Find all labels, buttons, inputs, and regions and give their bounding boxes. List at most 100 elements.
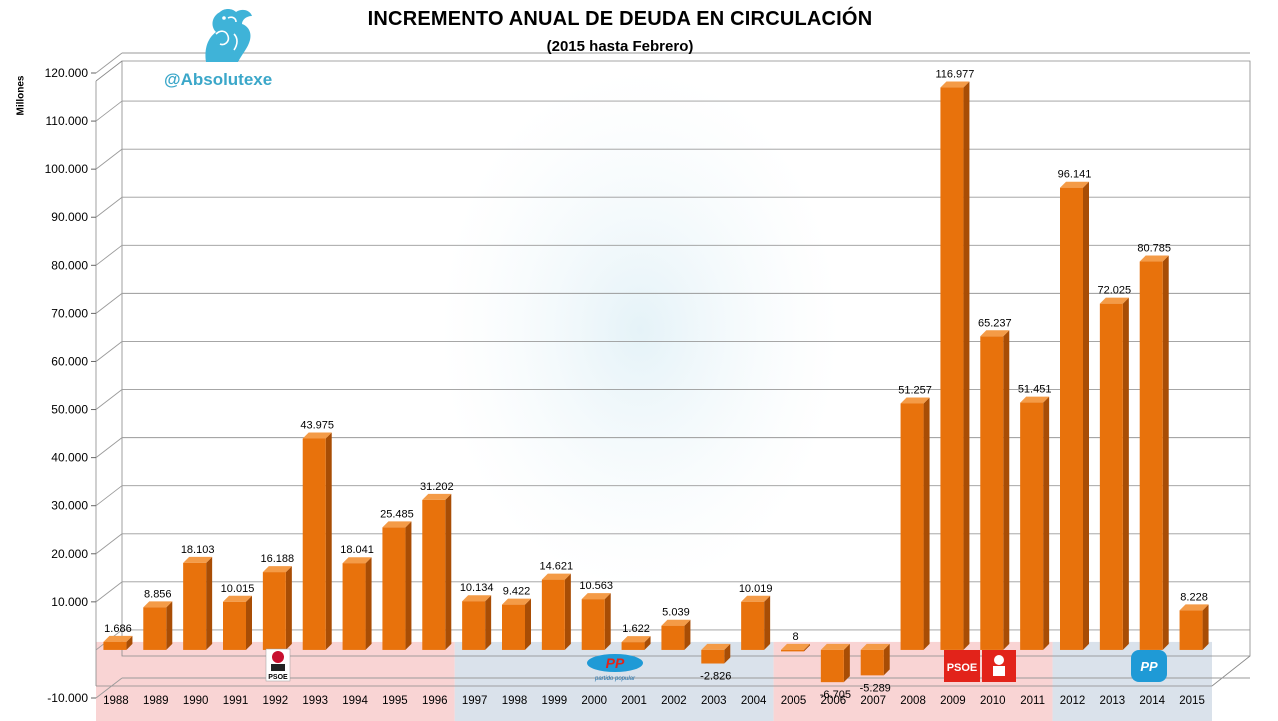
bar-side bbox=[285, 566, 292, 650]
bar-top bbox=[1099, 297, 1129, 304]
bar-front bbox=[741, 601, 765, 650]
left-wall-top-edge bbox=[95, 60, 123, 82]
bar-side bbox=[724, 643, 731, 664]
bar-1988 bbox=[103, 635, 133, 650]
pp-badge-icon: PP bbox=[1131, 650, 1167, 682]
bar-2002 bbox=[661, 619, 691, 650]
value-label-1998: 9.422 bbox=[503, 586, 531, 598]
x-tick-label-2011: 2011 bbox=[1020, 695, 1045, 707]
chart-subtitle: (2015 hasta Febrero) bbox=[546, 38, 694, 55]
bar-top bbox=[502, 598, 531, 605]
x-tick-label-2013: 2013 bbox=[1100, 695, 1126, 707]
value-label-1996: 31.202 bbox=[420, 481, 454, 493]
gridline-side bbox=[95, 100, 123, 122]
bar-top bbox=[342, 557, 372, 564]
gridline-side bbox=[95, 677, 123, 699]
bar-top bbox=[103, 635, 133, 642]
bar-top bbox=[1020, 396, 1050, 403]
value-label-1991: 10.015 bbox=[221, 583, 255, 595]
x-tick-label-2004: 2004 bbox=[741, 695, 767, 707]
bar-top bbox=[422, 493, 452, 500]
bar-top bbox=[462, 595, 492, 602]
bar-top bbox=[621, 636, 651, 643]
bar-top bbox=[661, 619, 691, 626]
bar-side bbox=[365, 557, 372, 650]
gridline-side bbox=[95, 148, 123, 170]
psoe-logo-icon: PSOE bbox=[944, 650, 1016, 682]
bar-top bbox=[781, 643, 810, 650]
bar-side bbox=[764, 595, 771, 650]
gridline-side bbox=[95, 244, 123, 266]
bar-1991 bbox=[223, 595, 252, 650]
bar-2007 bbox=[860, 643, 890, 676]
x-tick-label-1990: 1990 bbox=[183, 695, 209, 707]
bar-side bbox=[604, 593, 611, 650]
y-tick-label: 110.000 bbox=[46, 114, 89, 128]
gridline-side bbox=[95, 437, 123, 458]
x-tick-label-1998: 1998 bbox=[502, 695, 528, 707]
value-label-2014: 80.785 bbox=[1137, 243, 1171, 255]
bar-front bbox=[1139, 261, 1163, 650]
value-label-1994: 18.041 bbox=[340, 544, 374, 556]
value-label-1995: 25.485 bbox=[380, 508, 414, 520]
value-label-2002: 5.039 bbox=[662, 607, 690, 619]
bar-2012 bbox=[1060, 181, 1089, 650]
plot-frame bbox=[95, 60, 1251, 687]
bar-1989 bbox=[143, 601, 173, 650]
bar-top bbox=[900, 397, 930, 404]
bar-2015 bbox=[1179, 604, 1209, 650]
gridline-side bbox=[95, 485, 123, 507]
bar-side bbox=[325, 432, 332, 650]
gridline-side bbox=[95, 533, 123, 555]
bar-1995 bbox=[382, 521, 412, 650]
x-tick-label-1989: 1989 bbox=[143, 695, 169, 707]
bar-side bbox=[564, 573, 571, 650]
bar-front bbox=[143, 607, 167, 650]
griffin-logo-icon bbox=[198, 4, 256, 66]
bar-side bbox=[1043, 396, 1050, 650]
bar-side bbox=[126, 635, 133, 650]
bar-top bbox=[980, 330, 1010, 337]
author-handle: @Absolutexe bbox=[164, 70, 273, 89]
x-tick-label-2014: 2014 bbox=[1139, 695, 1165, 707]
value-label-1997: 10.134 bbox=[460, 582, 494, 594]
y-tick-label: 20.000 bbox=[51, 547, 88, 561]
bar-front bbox=[820, 649, 844, 683]
x-tick-label-1993: 1993 bbox=[302, 695, 328, 707]
bar-front bbox=[422, 499, 446, 650]
bar-side bbox=[1122, 297, 1129, 650]
value-label-2001: 1.622 bbox=[622, 623, 650, 635]
bar-top bbox=[541, 573, 571, 580]
floor-right-edge bbox=[1211, 655, 1251, 687]
bar-top bbox=[143, 601, 173, 608]
bar-2008 bbox=[900, 397, 930, 650]
bar-2010 bbox=[980, 330, 1010, 650]
x-tick-label-1992: 1992 bbox=[263, 695, 289, 707]
bar-top bbox=[701, 643, 731, 650]
bar-top bbox=[860, 643, 890, 650]
bar-top bbox=[1060, 181, 1089, 188]
bar-side bbox=[684, 619, 691, 650]
pp-badge-text: PP bbox=[1140, 659, 1158, 674]
value-label-1990: 18.103 bbox=[181, 544, 215, 556]
value-label-2011: 51.451 bbox=[1018, 384, 1052, 396]
gridline-side bbox=[95, 581, 123, 603]
bar-front bbox=[382, 527, 406, 650]
y-tick-label: 10.000 bbox=[51, 595, 88, 609]
bar-front bbox=[262, 572, 286, 650]
bar-side bbox=[1003, 330, 1010, 650]
bar-side bbox=[445, 493, 452, 650]
bar-top bbox=[223, 595, 252, 602]
value-label-2010: 65.237 bbox=[978, 317, 1012, 329]
x-tick-label-1994: 1994 bbox=[342, 695, 368, 707]
bar-2009 bbox=[940, 81, 970, 650]
bar-side bbox=[405, 521, 412, 650]
bars bbox=[103, 81, 1209, 683]
bar-side bbox=[485, 595, 492, 650]
x-tick-label-2009: 2009 bbox=[940, 695, 966, 707]
value-labels: 1.686 8.856 18.103 10.015 16.188 43.975 18.041… bbox=[104, 69, 1208, 702]
bar-1992 bbox=[262, 566, 292, 650]
bar-front bbox=[342, 563, 366, 650]
x-tick-label-1999: 1999 bbox=[542, 695, 568, 707]
